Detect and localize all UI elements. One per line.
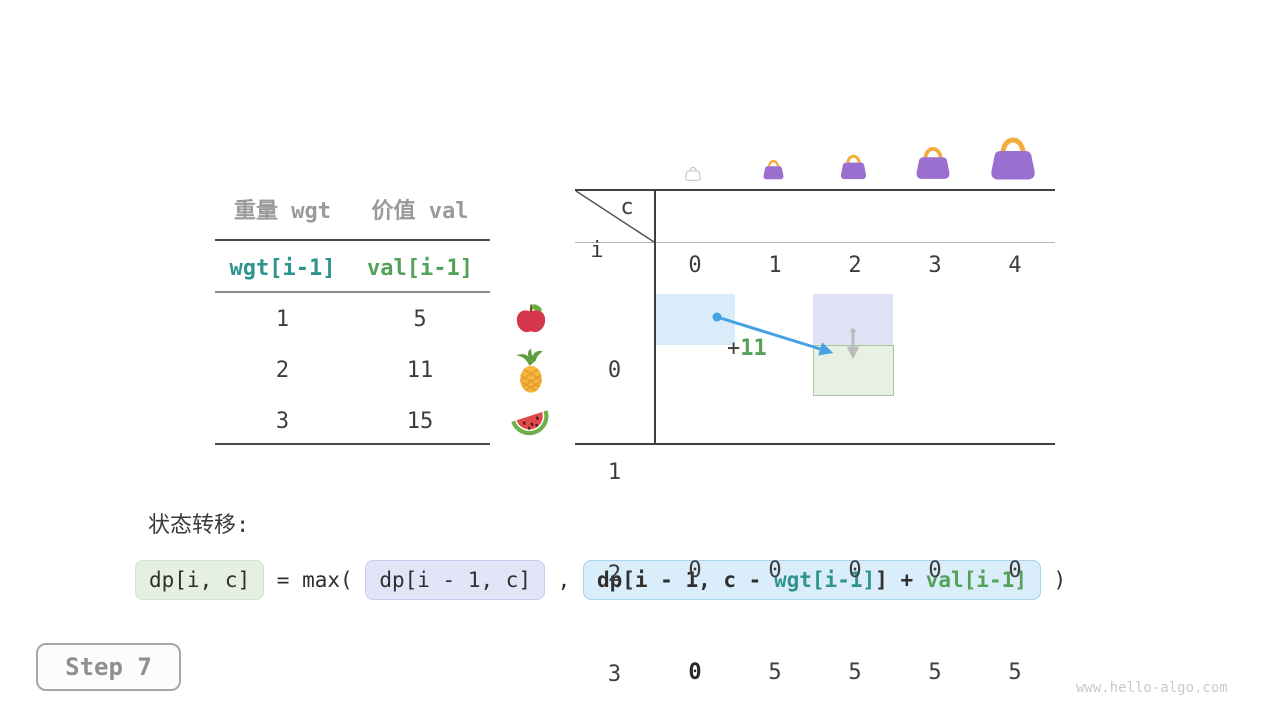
pineapple-icon [516, 348, 543, 393]
bag-ghost-icon [684, 166, 702, 181]
value-gain-annotation: +11 [727, 336, 767, 361]
item-row-2-weight: 2 [275, 358, 290, 383]
bag-xlarge-icon [988, 131, 1038, 181]
item-table-rule-bottom [215, 443, 490, 445]
item-row-3-weight: 3 [275, 409, 290, 434]
item-table-header-weight: 重量 wgt [234, 199, 331, 224]
item-table-rule-top [215, 239, 490, 241]
formula-arg2-val: val[i-1] [925, 568, 1027, 592]
dp-table-rule-vertical [654, 189, 656, 445]
bag-small-icon [762, 159, 785, 180]
formula-arg2-box: dp[i - 1, c - wgt[i-1]] + val[i-1] [582, 560, 1041, 600]
item-row-1-value: 5 [413, 307, 427, 332]
formula-arg1-box: dp[i - 1, c] [365, 560, 546, 600]
dp-cell-1-1: 5 [768, 660, 782, 685]
highlight-source-cell [656, 294, 735, 345]
dp-col-header: 1 [768, 253, 782, 278]
item-table-rule-mid [215, 291, 490, 293]
watermelon-icon [511, 410, 549, 436]
dp-cell-1-3: 5 [928, 660, 942, 685]
dp-cell-1-2: 5 [848, 660, 862, 685]
dp-cell-0-0: 0 [688, 558, 702, 583]
apple-icon [516, 304, 546, 333]
formula-comma: , [545, 568, 583, 592]
dp-cell-1-0: 0 [688, 660, 702, 685]
dp-row-header: 3 [607, 662, 622, 687]
dp-cell-0-1: 0 [768, 558, 782, 583]
dp-cell-0-3: 0 [928, 558, 942, 583]
highlight-above-cell [813, 294, 893, 345]
dp-cell-0-2: 0 [848, 558, 862, 583]
item-table-header-value: 价值 val [371, 199, 469, 224]
dp-table-rule-bottom [575, 443, 1055, 445]
formula-arg2-bracket: ] [875, 568, 888, 592]
transition-title: 状态转移: [148, 513, 250, 538]
item-row-1-weight: 1 [275, 307, 290, 332]
dp-table-rule-header [575, 242, 1055, 243]
dp-cell-1-4: 5 [1008, 660, 1022, 685]
dp-row: 0 5 5 5 5 [655, 647, 1055, 698]
dp-col-header: 3 [928, 253, 942, 278]
gain-value: 11 [740, 336, 767, 361]
formula-arg2-plus: + [887, 568, 926, 592]
step-button[interactable]: Step 7 [36, 643, 181, 691]
dp-row: 0 0 0 0 0 [655, 545, 1055, 596]
formula-operator: = max( [264, 568, 366, 592]
dp-col-header: 2 [848, 253, 862, 278]
item-row-2-value: 11 [406, 358, 434, 383]
dp-col-header: 4 [1008, 253, 1022, 278]
bag-medium-icon [839, 154, 868, 180]
dp-corner-row-var: i [590, 238, 604, 263]
dp-corner-col-var: c [620, 195, 634, 220]
dp-row-header: 0 [607, 358, 622, 383]
plus-sign: + [727, 336, 741, 361]
transition-formula: dp[i, c] = max( dp[i - 1, c] , dp[i - 1,… [135, 559, 1066, 601]
dp-table-rule-top [575, 189, 1055, 191]
dp-col-headers: 0 1 2 3 4 [655, 240, 1055, 292]
formula-close-paren: ) [1040, 568, 1067, 592]
dp-row-header: 2 [607, 562, 622, 587]
watermark: www.hello-algo.com [1076, 680, 1228, 696]
dp-cell-0-4: 0 [1008, 558, 1022, 583]
item-table-index-wgt: wgt[i-1] [229, 256, 336, 281]
highlight-target-cell [813, 345, 894, 396]
formula-lhs-box: dp[i, c] [135, 560, 265, 600]
item-row-3-value: 15 [406, 409, 434, 434]
bag-large-icon [914, 146, 952, 180]
formula-arg2-wgt: wgt[i-1] [773, 568, 876, 592]
dp-row-header: 1 [607, 460, 622, 485]
formula-arg2-prefix: dp[i - 1, c - [596, 568, 774, 592]
dp-col-header: 0 [688, 253, 702, 278]
item-table-index-val: val[i-1] [367, 256, 473, 281]
